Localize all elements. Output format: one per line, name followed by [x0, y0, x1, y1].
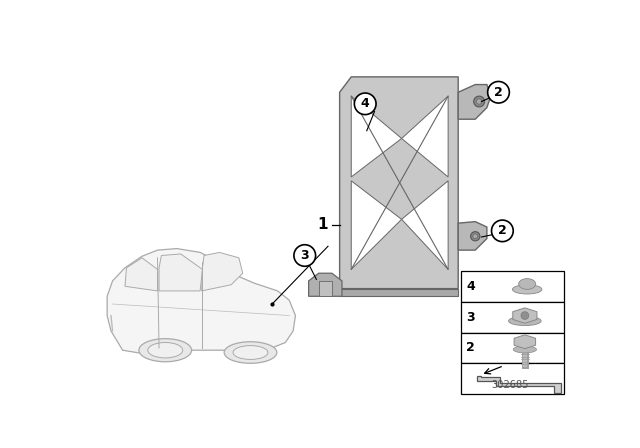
Ellipse shape	[224, 342, 277, 363]
Text: 3: 3	[467, 310, 475, 323]
Polygon shape	[202, 252, 243, 291]
Bar	[461, 332, 564, 363]
Circle shape	[492, 220, 513, 241]
Circle shape	[294, 245, 316, 266]
Polygon shape	[319, 281, 332, 296]
Polygon shape	[351, 181, 402, 269]
Polygon shape	[402, 96, 448, 177]
Polygon shape	[402, 181, 448, 269]
Polygon shape	[308, 273, 342, 296]
Text: 302685: 302685	[492, 380, 529, 390]
Bar	[461, 363, 564, 394]
Polygon shape	[514, 335, 536, 349]
Circle shape	[473, 234, 477, 238]
Polygon shape	[107, 249, 296, 354]
Bar	[461, 271, 564, 302]
Circle shape	[521, 312, 529, 319]
Polygon shape	[340, 77, 458, 289]
Polygon shape	[159, 254, 202, 291]
Ellipse shape	[513, 285, 542, 294]
Circle shape	[474, 96, 484, 107]
Bar	[461, 302, 564, 332]
Text: 4: 4	[466, 280, 475, 293]
Text: 2: 2	[494, 86, 503, 99]
Text: 1: 1	[317, 217, 328, 232]
Ellipse shape	[139, 339, 191, 362]
Ellipse shape	[518, 279, 536, 289]
Polygon shape	[458, 85, 491, 119]
Circle shape	[488, 82, 509, 103]
Polygon shape	[351, 96, 402, 177]
Polygon shape	[340, 289, 458, 296]
Ellipse shape	[509, 316, 541, 326]
Polygon shape	[513, 308, 537, 323]
Circle shape	[470, 232, 480, 241]
Circle shape	[355, 93, 376, 115]
Text: 2: 2	[498, 224, 507, 237]
Text: 3: 3	[300, 249, 309, 262]
Polygon shape	[458, 222, 487, 250]
Ellipse shape	[148, 343, 182, 358]
Text: 4: 4	[361, 97, 369, 110]
Ellipse shape	[513, 346, 536, 353]
Text: 2: 2	[466, 341, 475, 354]
Polygon shape	[477, 375, 561, 392]
Ellipse shape	[233, 345, 268, 359]
Circle shape	[476, 99, 482, 104]
Polygon shape	[125, 258, 157, 291]
